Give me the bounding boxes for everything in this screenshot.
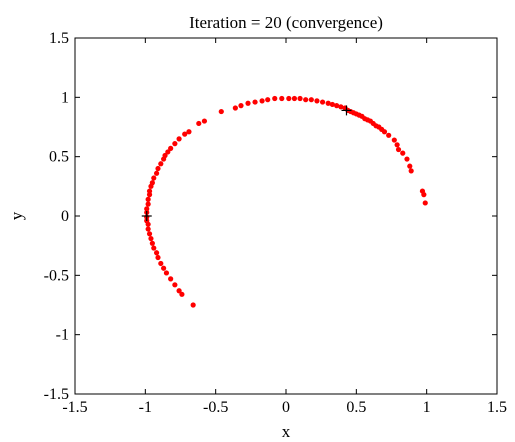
y-tick-label: 0.5 [49, 149, 69, 166]
data-point [407, 163, 413, 169]
data-point [153, 250, 160, 256]
data-point [404, 156, 410, 162]
data-point [421, 192, 427, 198]
data-point [151, 245, 157, 251]
y-axis-label: y [7, 211, 26, 220]
data-point [319, 99, 326, 105]
y-tick-label: 1 [61, 89, 69, 106]
data-point [338, 104, 344, 110]
y-tick-label: 0 [61, 208, 69, 225]
data-point [297, 95, 303, 102]
data-point [238, 103, 244, 109]
data-point [308, 97, 314, 103]
data-point [381, 129, 388, 135]
data-point [408, 168, 414, 174]
data-point [391, 137, 397, 143]
x-tick-label: -1 [139, 399, 152, 416]
data-point [165, 149, 171, 155]
data-point [151, 175, 157, 181]
data-point [245, 100, 251, 106]
data-point [186, 129, 192, 135]
x-tick-label: 0.5 [346, 399, 366, 416]
x-tick-label: -0.5 [203, 399, 228, 416]
data-point [172, 282, 178, 288]
data-point [145, 226, 151, 232]
data-point [400, 150, 406, 156]
data-point [176, 288, 182, 294]
x-axis-label: x [282, 422, 291, 441]
data-point [422, 200, 428, 206]
data-point [201, 118, 208, 124]
x-tick-label: -1.5 [62, 399, 87, 416]
data-point [303, 97, 309, 103]
data-point [286, 95, 292, 102]
data-point [386, 132, 392, 138]
data-point [145, 196, 151, 202]
data-point [146, 231, 153, 237]
data-point [176, 136, 182, 142]
axis-tick-labels: -1.5 -1 -0.5 0 0.5 1 1.5 -1.5 -1 -0.5 0 0.5 1 1.5 [44, 30, 507, 416]
data-point [149, 240, 155, 246]
data-point [158, 260, 164, 267]
data-point [163, 270, 170, 276]
data-point [334, 103, 340, 109]
data-point [148, 235, 154, 242]
data-points [144, 95, 428, 308]
data-point [329, 101, 336, 108]
center-marker [341, 105, 352, 116]
data-point [155, 254, 161, 261]
data-point [158, 161, 164, 167]
y-tick-label: -0.5 [44, 267, 69, 284]
data-point [218, 108, 224, 115]
center-marker [141, 211, 152, 221]
x-tick-label: 1.5 [487, 399, 507, 416]
data-point [155, 165, 161, 172]
data-point [146, 188, 153, 194]
data-point [252, 99, 258, 105]
data-point [161, 265, 167, 271]
data-point [265, 97, 271, 103]
data-point [145, 201, 151, 207]
center-markers [141, 105, 352, 221]
data-point [144, 206, 150, 212]
data-point [146, 192, 153, 198]
data-point [149, 180, 155, 186]
data-point [395, 146, 402, 153]
data-point [394, 142, 400, 148]
y-tick-label: 1.5 [49, 30, 69, 47]
data-point [232, 105, 238, 111]
data-point [153, 170, 160, 176]
data-point [190, 302, 196, 308]
data-point [179, 291, 185, 297]
data-point [279, 95, 285, 102]
data-point [314, 98, 320, 104]
data-point [168, 145, 174, 151]
x-tick-label: 1 [423, 399, 431, 416]
x-tick-label: 0 [282, 399, 290, 416]
data-point [272, 95, 278, 102]
data-point [162, 152, 168, 159]
chart-title: Iteration = 20 (convergence) [189, 13, 383, 32]
y-tick-label: -1 [56, 327, 69, 344]
axis-ticks [74, 37, 498, 395]
data-point [196, 120, 202, 127]
data-point [172, 141, 178, 147]
data-point [182, 131, 188, 137]
y-tick-label: -1.5 [44, 386, 69, 403]
data-point [325, 100, 331, 106]
data-point [259, 98, 265, 104]
data-point [168, 276, 174, 282]
data-point [291, 95, 298, 102]
